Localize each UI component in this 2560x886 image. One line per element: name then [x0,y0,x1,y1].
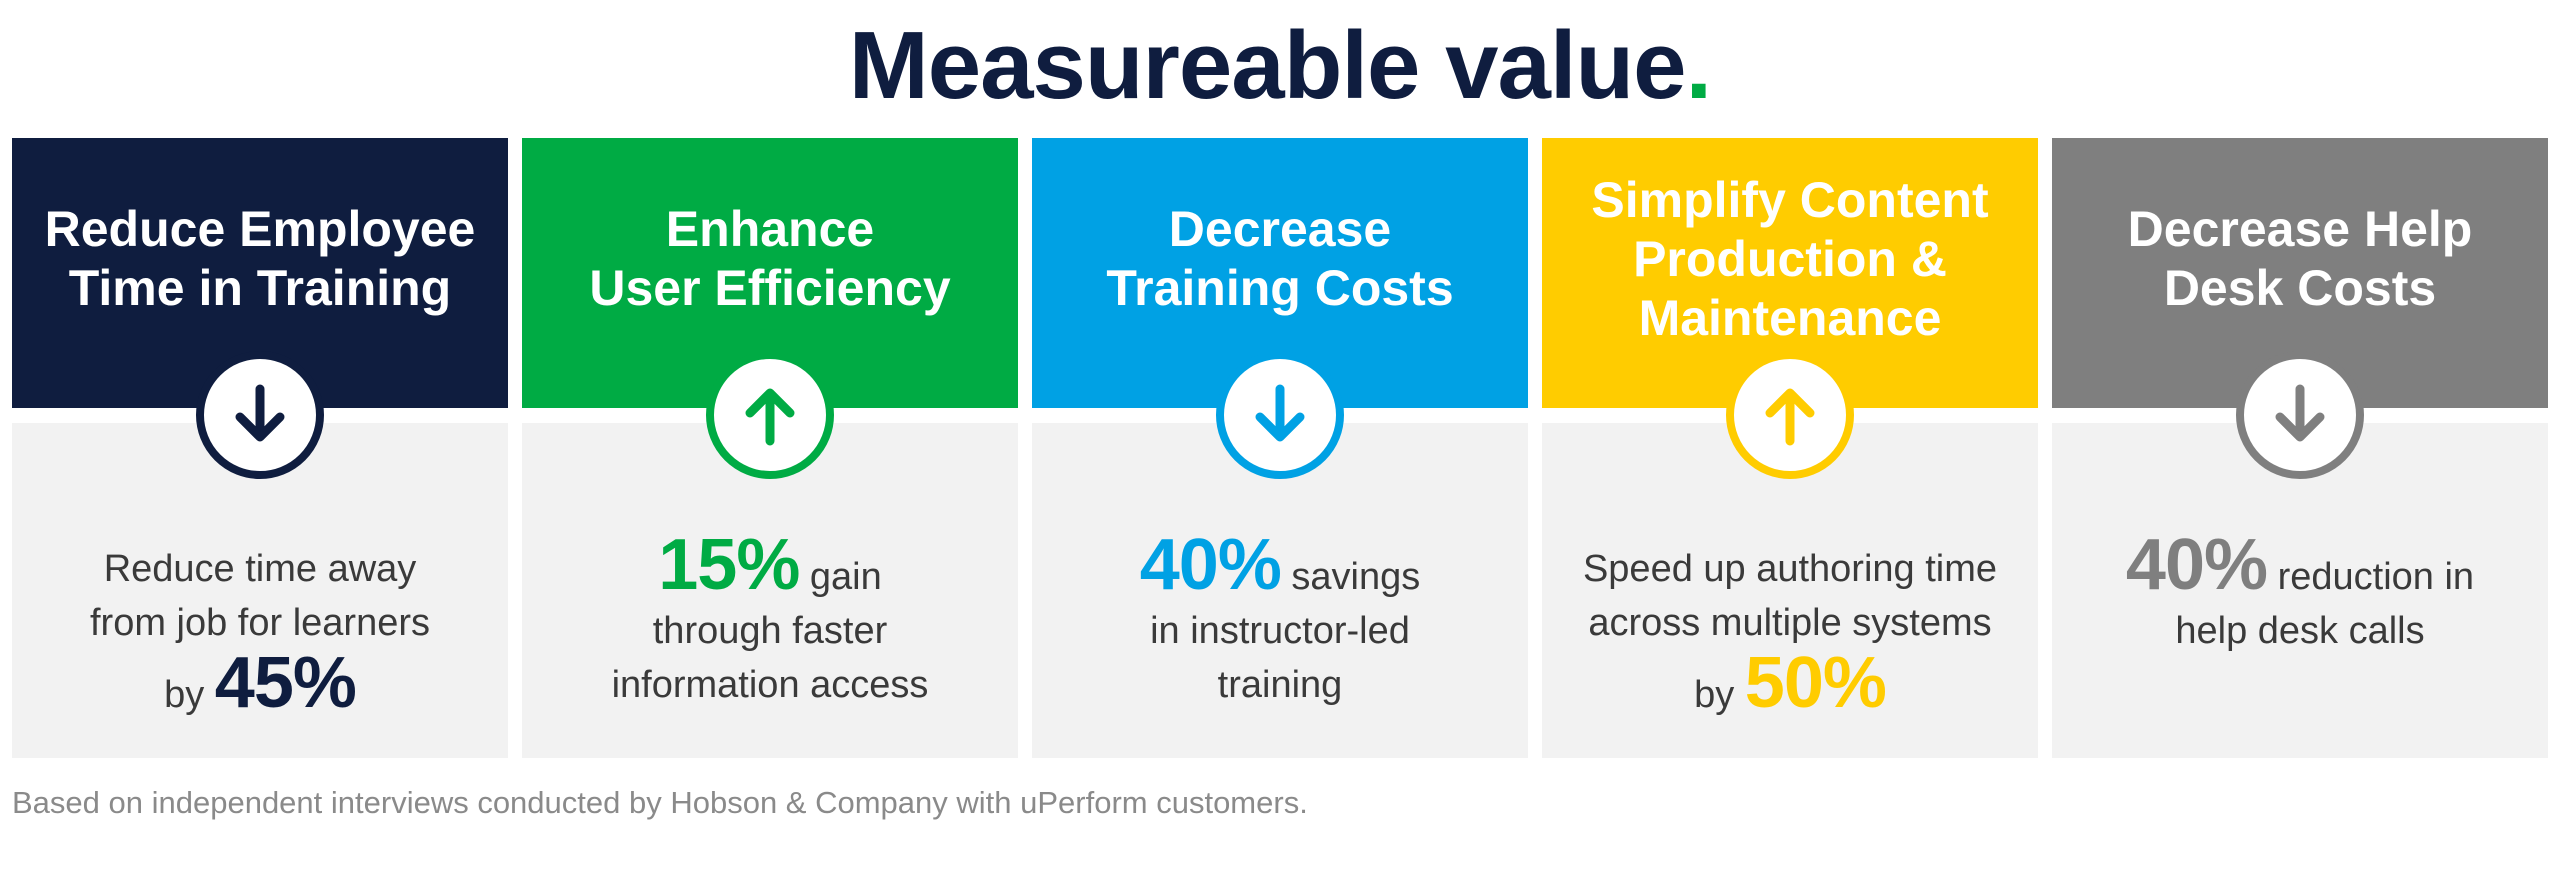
card-line: Reduce time away [103,548,417,590]
card-stat-line: by 50% [1562,647,2018,723]
card-line: training [1217,663,1343,706]
card-prefix: by [164,673,205,716]
value-cards: Reduce Employee Time in Training Reduce … [12,138,2548,758]
card-suffix: gain [809,556,882,598]
card-title: Simplify Content Production & Maintenanc… [1591,171,1989,346]
card-stat-line: 15% gain [542,529,998,605]
card-suffix: reduction in [2277,556,2475,598]
arrow-up-icon [1726,351,1854,479]
card-stat: 40% [1139,525,1282,605]
card-title: Decrease Help Desk Costs [2127,201,2473,316]
card-title: Enhance User Efficiency [589,201,951,316]
card-stat: 40% [2125,525,2268,605]
card-decrease-help-desk-costs: Decrease Help Desk Costs 40% reduction i… [2052,138,2548,758]
card-text: 15% gain through faster information acce… [542,529,998,713]
card-line: across multiple systems [1588,601,1992,644]
card-stat: 50% [1744,642,1887,723]
card-title: Reduce Employee Time in Training [44,201,476,316]
card-reduce-training-time: Reduce Employee Time in Training Reduce … [12,138,508,758]
title-dot: . [1685,12,1713,119]
card-decrease-training-costs: Decrease Training Costs 40% savings in i… [1032,138,1528,758]
card-line: information access [611,663,929,706]
card-text: 40% savings in instructor-led training [1052,529,1508,713]
card-line: help desk calls [2175,609,2425,652]
card-text: Speed up authoring time across multiple … [1562,543,2018,723]
page-title: Measureable value. [0,8,2560,123]
card-stat-line: by 45% [32,647,488,723]
card-simplify-content-production: Simplify Content Production & Maintenanc… [1542,138,2038,758]
card-suffix: savings [1291,556,1421,598]
card-text: 40% reduction in help desk calls [2072,529,2528,659]
card-text: Reduce time away from job for learners b… [32,543,488,723]
card-stat-line: 40% savings [1052,529,1508,605]
footnote: Based on independent interviews conducte… [12,785,1308,820]
card-prefix: by [1694,673,1735,716]
card-header: Simplify Content Production & Maintenanc… [1542,138,2038,408]
card-stat: 45% [214,642,357,723]
card-stat: 15% [658,525,800,605]
card-enhance-user-efficiency: Enhance User Efficiency 15% gain through… [522,138,1018,758]
card-header: Enhance User Efficiency [522,138,1018,408]
card-line: from job for learners [89,601,430,644]
page-title-text: Measureable value [848,12,1687,119]
card-line: through faster [652,609,888,652]
card-title: Decrease Training Costs [1106,201,1454,316]
card-line: Speed up authoring time [1582,548,1998,590]
arrow-down-icon [1216,351,1344,479]
arrow-down-icon [196,351,324,479]
arrow-up-icon [706,351,834,479]
arrow-down-icon [2236,351,2364,479]
card-line: in instructor-led [1150,609,1410,652]
card-stat-line: 40% reduction in [2072,529,2528,605]
